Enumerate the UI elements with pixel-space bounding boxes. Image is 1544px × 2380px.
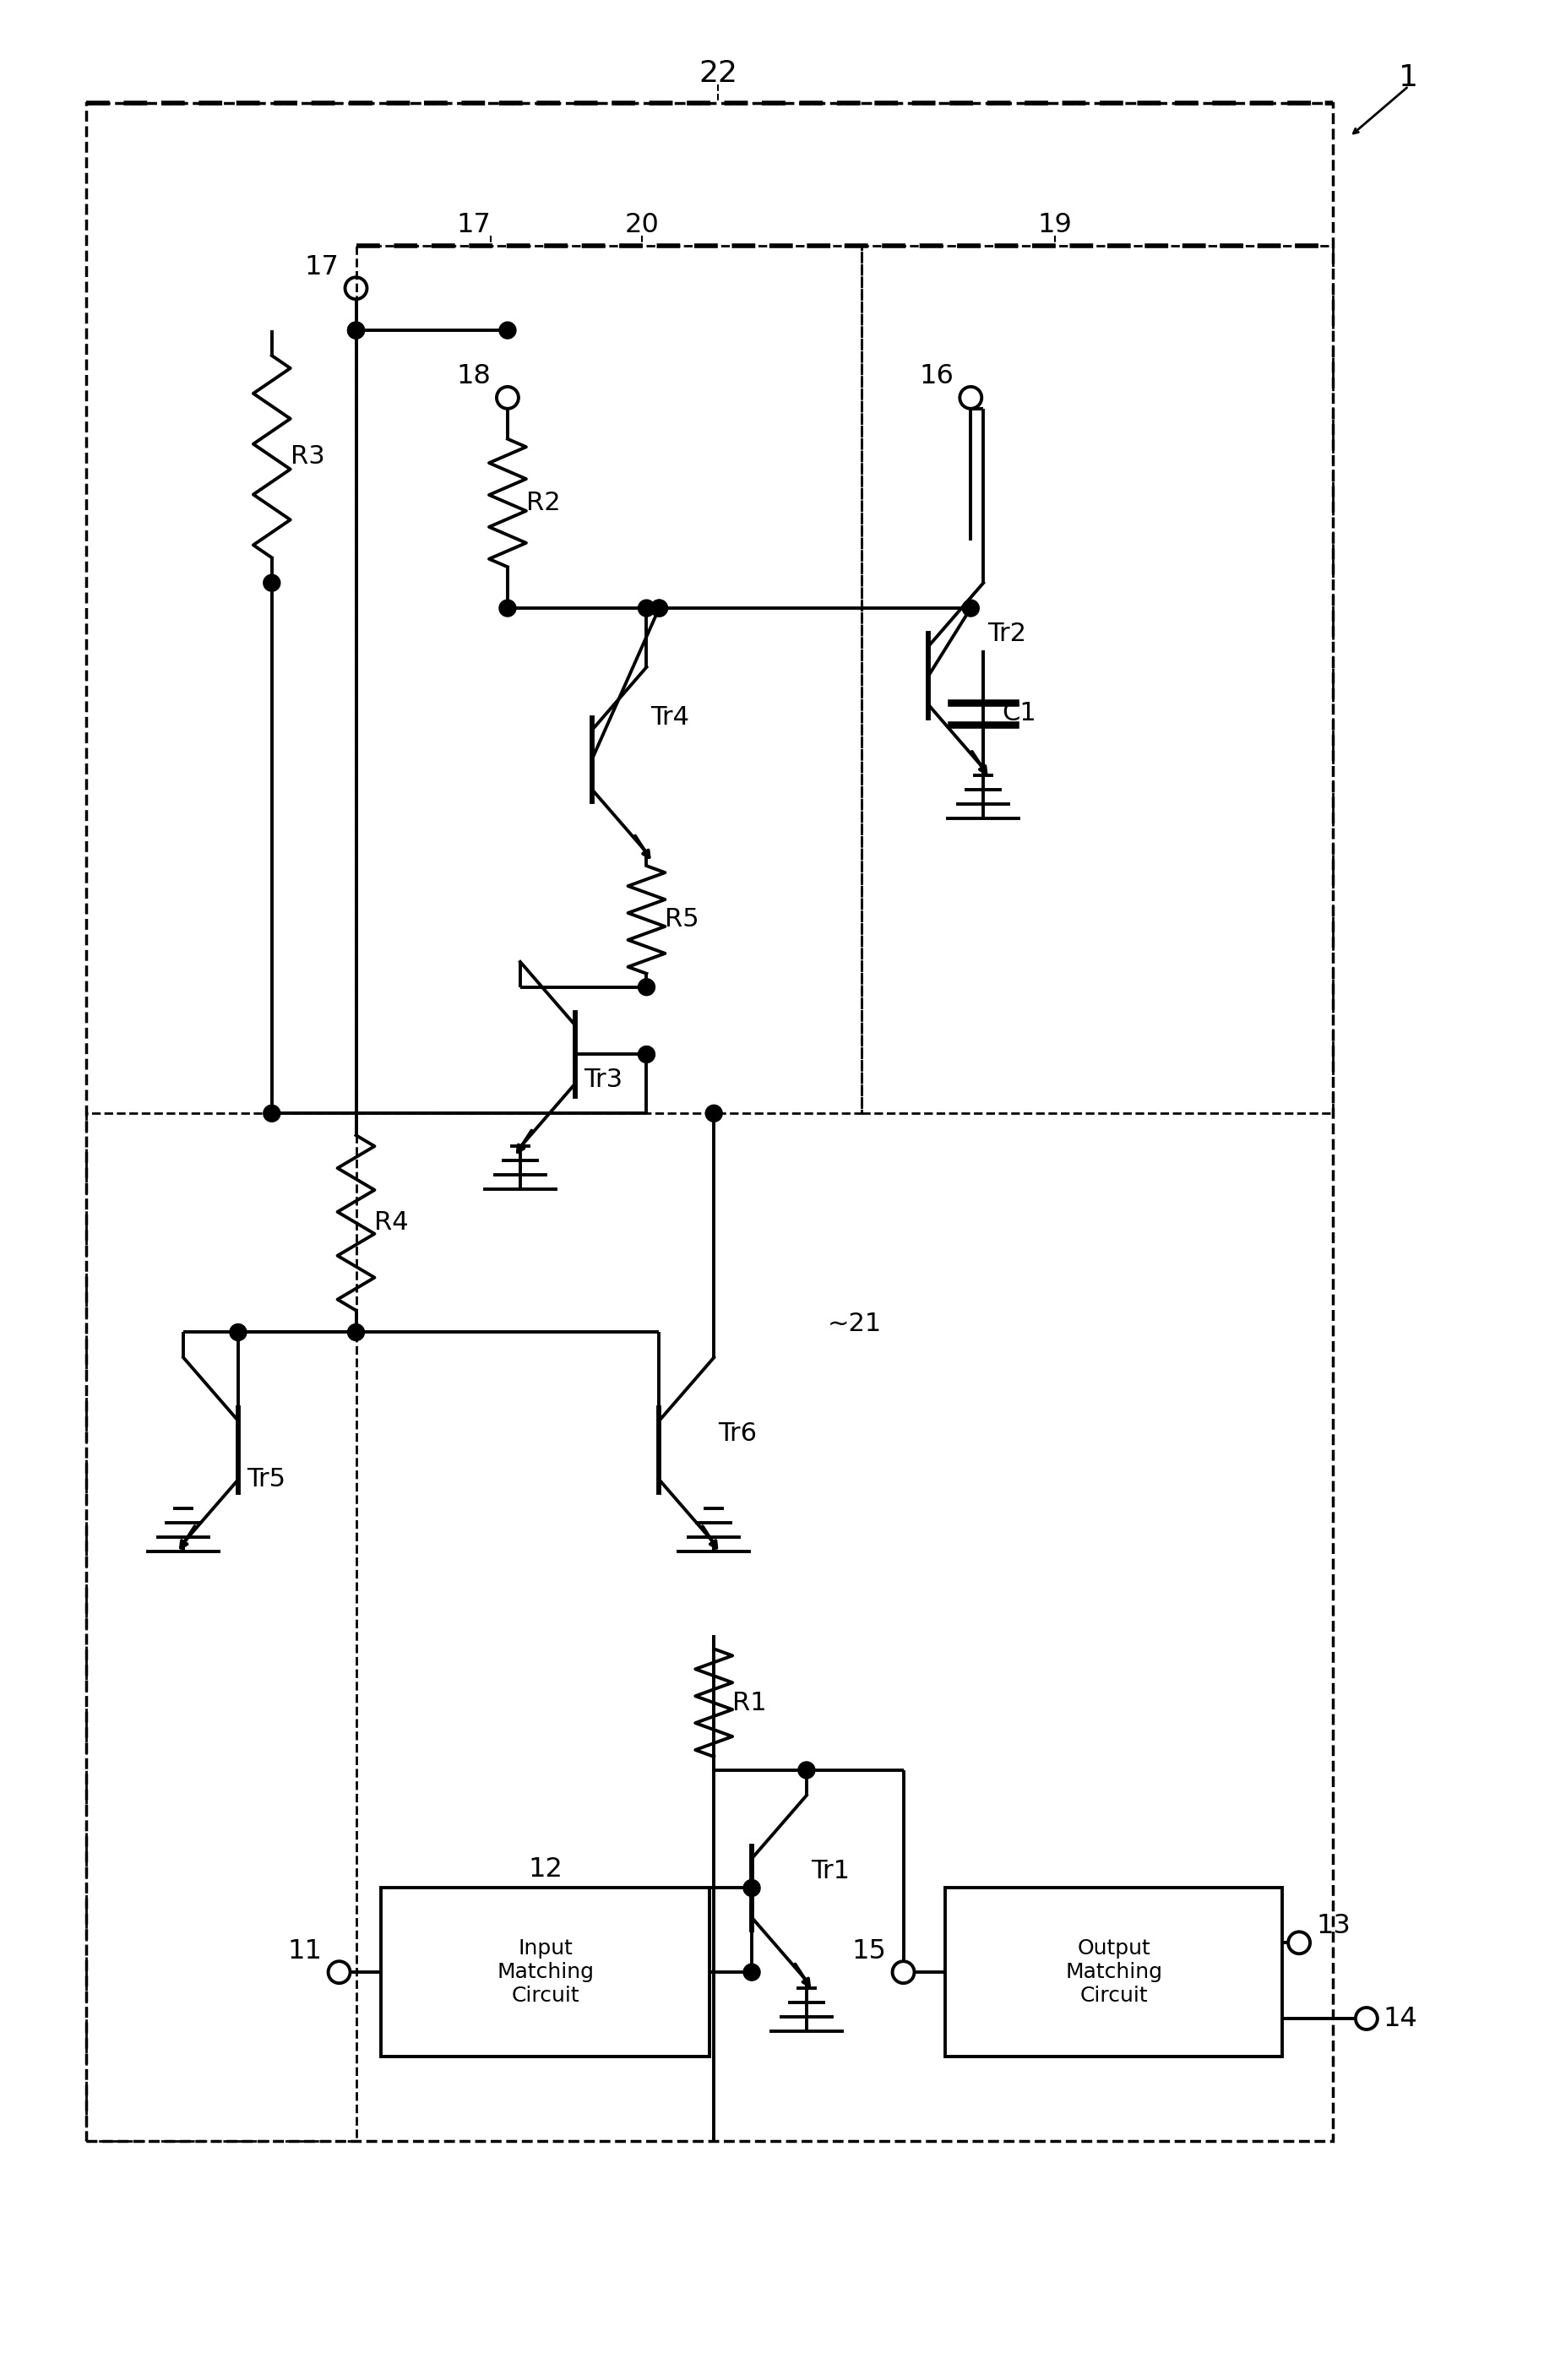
- Circle shape: [706, 1104, 723, 1121]
- Circle shape: [499, 600, 516, 616]
- Text: 18: 18: [455, 364, 491, 390]
- Text: Tr6: Tr6: [718, 1421, 757, 1445]
- Text: R2: R2: [527, 490, 560, 514]
- Text: 17: 17: [304, 255, 340, 281]
- Text: 16: 16: [919, 364, 954, 390]
- Text: 13: 13: [1315, 1914, 1351, 1940]
- Text: 12: 12: [528, 1856, 564, 1883]
- Circle shape: [743, 1964, 760, 1980]
- Circle shape: [638, 978, 655, 995]
- Circle shape: [798, 1761, 815, 1778]
- Circle shape: [347, 321, 364, 338]
- Text: 1: 1: [1399, 64, 1419, 93]
- Text: C1: C1: [1002, 702, 1036, 726]
- Circle shape: [650, 600, 667, 616]
- Text: 20: 20: [625, 212, 659, 238]
- Circle shape: [962, 600, 979, 616]
- Text: R3: R3: [290, 445, 324, 469]
- Bar: [862, 245, 1332, 1114]
- Text: Tr5: Tr5: [247, 1468, 286, 1492]
- Text: R5: R5: [665, 907, 699, 933]
- Text: Input
Matching
Circuit: Input Matching Circuit: [497, 1940, 594, 2006]
- Text: 22: 22: [699, 60, 738, 88]
- Text: Output
Matching
Circuit: Output Matching Circuit: [1065, 1940, 1163, 2006]
- Circle shape: [650, 600, 667, 616]
- Text: Tr4: Tr4: [650, 704, 690, 731]
- Text: R1: R1: [732, 1690, 767, 1716]
- Text: ~21: ~21: [828, 1311, 882, 1335]
- Circle shape: [638, 600, 655, 616]
- Text: 11: 11: [287, 1937, 323, 1964]
- Circle shape: [347, 1323, 364, 1340]
- Text: 14: 14: [1383, 2006, 1417, 2033]
- Circle shape: [638, 1047, 655, 1064]
- Circle shape: [264, 1104, 279, 1121]
- Bar: [381, 1887, 710, 2056]
- Text: R4: R4: [375, 1211, 409, 1235]
- Text: Tr3: Tr3: [584, 1069, 622, 1092]
- Bar: [86, 102, 1332, 2140]
- Bar: [945, 1887, 1283, 2056]
- Text: Tr2: Tr2: [988, 621, 1027, 645]
- Text: Tr1: Tr1: [811, 1859, 849, 1883]
- Circle shape: [743, 1880, 760, 1897]
- Circle shape: [264, 574, 279, 590]
- Circle shape: [230, 1323, 247, 1340]
- Bar: [86, 1114, 357, 2140]
- Text: 19: 19: [1038, 212, 1072, 238]
- Bar: [357, 245, 862, 1114]
- Text: 15: 15: [852, 1937, 886, 1964]
- Circle shape: [347, 321, 364, 338]
- Circle shape: [499, 321, 516, 338]
- Text: 17: 17: [455, 212, 491, 238]
